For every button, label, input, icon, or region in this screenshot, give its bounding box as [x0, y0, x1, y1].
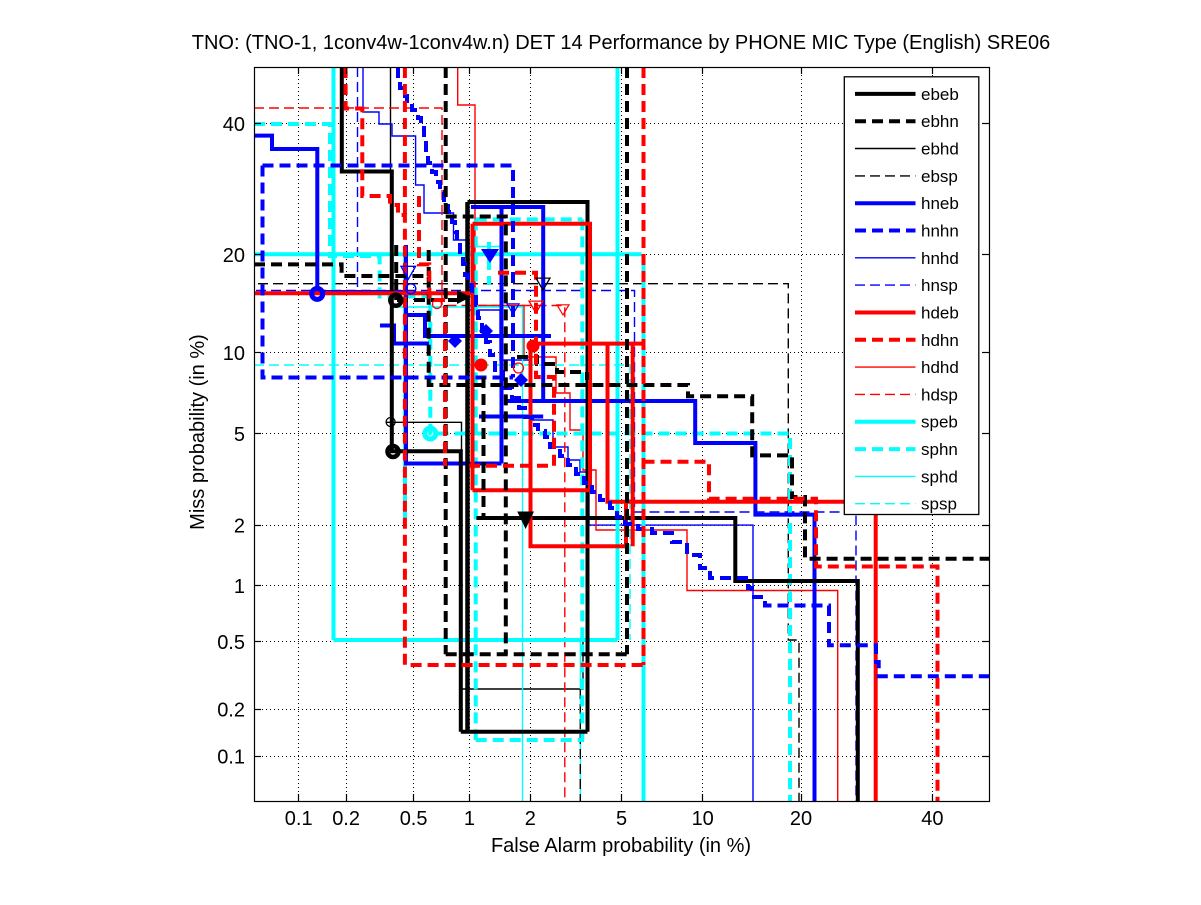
svg-text:0.5: 0.5: [217, 632, 245, 654]
svg-text:ebhn: ebhn: [921, 112, 959, 131]
svg-text:TNO: (TNO-1, 1conv4w-1conv4w.n: TNO: (TNO-1, 1conv4w-1conv4w.n) DET 14 P…: [192, 32, 1050, 54]
svg-text:hdsp: hdsp: [921, 385, 958, 404]
svg-text:spsp: spsp: [921, 495, 957, 514]
svg-text:sphn: sphn: [921, 440, 958, 459]
svg-text:hnsp: hnsp: [921, 276, 958, 295]
svg-text:hnhn: hnhn: [921, 222, 959, 241]
svg-text:speb: speb: [921, 413, 958, 432]
svg-text:40: 40: [223, 114, 245, 136]
svg-text:ebeb: ebeb: [921, 85, 959, 104]
svg-text:1: 1: [464, 808, 475, 830]
svg-text:hnhd: hnhd: [921, 249, 959, 268]
svg-text:5: 5: [616, 808, 627, 830]
svg-text:ebhd: ebhd: [921, 140, 959, 159]
svg-text:5: 5: [234, 424, 245, 446]
svg-text:ebsp: ebsp: [921, 167, 958, 186]
svg-text:2: 2: [234, 515, 245, 537]
svg-text:40: 40: [921, 808, 943, 830]
svg-text:10: 10: [223, 343, 245, 365]
svg-text:20: 20: [223, 245, 245, 267]
svg-text:False Alarm probability (in %): False Alarm probability (in %): [491, 835, 751, 857]
svg-text:hdeb: hdeb: [921, 304, 959, 323]
svg-text:0.5: 0.5: [400, 808, 428, 830]
svg-text:10: 10: [692, 808, 714, 830]
svg-text:0.1: 0.1: [285, 808, 313, 830]
svg-text:sphd: sphd: [921, 467, 958, 486]
svg-text:2: 2: [525, 808, 536, 830]
svg-text:1: 1: [234, 576, 245, 598]
svg-text:hneb: hneb: [921, 194, 959, 213]
svg-text:0.2: 0.2: [332, 808, 360, 830]
svg-text:hdhn: hdhn: [921, 331, 959, 350]
svg-text:0.2: 0.2: [217, 699, 245, 721]
svg-text:0.1: 0.1: [217, 747, 245, 769]
svg-text:20: 20: [790, 808, 812, 830]
svg-text:Miss probability (in %): Miss probability (in %): [187, 334, 209, 530]
svg-text:hdhd: hdhd: [921, 358, 959, 377]
